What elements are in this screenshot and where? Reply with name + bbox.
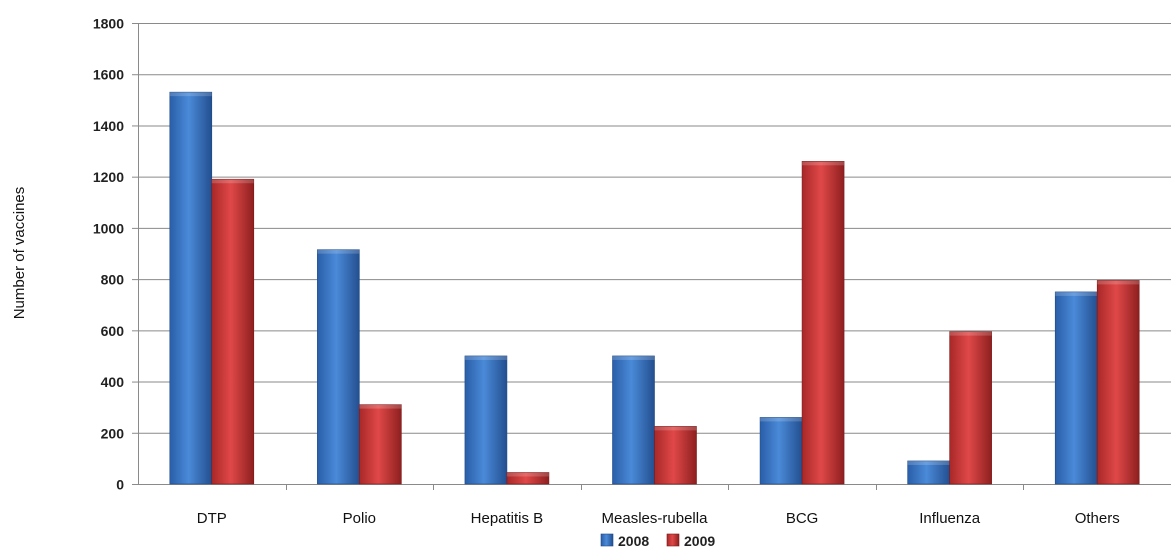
bar-2008-dtp: [169, 91, 213, 485]
x-tick-label: DTP: [197, 510, 227, 527]
bar-top-highlight: [1097, 280, 1140, 285]
y-tick-label: 600: [101, 323, 125, 339]
bar-top-highlight: [654, 426, 697, 431]
bar-2008-others: [1054, 291, 1098, 485]
bar-2009-bcg: [801, 161, 845, 485]
y-tick-label: 1000: [93, 220, 124, 236]
legend-swatch-2008: [600, 533, 614, 547]
x-tick-label: Influenza: [919, 510, 981, 527]
bar-top-highlight: [802, 161, 845, 166]
y-tick-label: 1400: [93, 118, 124, 134]
axes: [132, 23, 1171, 490]
legend-label-2009: 2009: [684, 533, 715, 549]
bar-2009-others: [1096, 280, 1140, 485]
bar-2009-dtp: [211, 178, 255, 485]
x-tick-label: BCG: [786, 510, 819, 527]
bar-top-highlight: [907, 460, 950, 465]
bar-top-highlight: [464, 355, 507, 360]
x-tick-label: Others: [1075, 510, 1120, 527]
y-tick-label: 0: [116, 477, 124, 493]
bar-2009-measles-rubella: [654, 426, 697, 485]
x-tick-label: Polio: [343, 510, 376, 527]
bar-top-highlight: [317, 249, 360, 254]
bar-top-highlight: [1055, 291, 1098, 296]
y-tick-label: 800: [101, 272, 125, 288]
bar-top-highlight: [760, 417, 803, 422]
y-tick-label: 200: [101, 425, 125, 441]
bar-top-highlight: [211, 179, 254, 184]
legend-label-2008: 2008: [618, 533, 649, 549]
bar-2009-polio: [359, 404, 402, 485]
x-tick-label: Hepatitis B: [471, 510, 544, 527]
bars: [169, 91, 1140, 485]
gridlines: [138, 23, 1171, 434]
bar-2008-polio: [317, 249, 360, 485]
y-tick-label: 1600: [93, 67, 124, 83]
bar-top-highlight: [359, 404, 402, 409]
bar-top-highlight: [949, 331, 992, 336]
y-axis-title: Number of vaccines: [11, 187, 28, 320]
y-tick-label: 1200: [93, 169, 124, 185]
bar-2009-hepatitis-b: [506, 472, 550, 485]
y-tick-label: 1800: [93, 16, 124, 32]
labels: 0 200 400 600 800 1000 1200 1400 1600 1800 DTP Poli…: [93, 16, 1120, 528]
y-tick-label: 400: [101, 374, 125, 390]
bar-2008-bcg: [759, 417, 803, 485]
bar-top-highlight: [169, 92, 212, 97]
legend-swatch-2009: [666, 533, 680, 547]
x-tick-label: Measles-rubella: [602, 510, 709, 527]
legend: 2008 2009: [600, 533, 715, 549]
bar-2008-measles-rubella: [612, 355, 655, 485]
bar-top-highlight: [612, 355, 655, 360]
bar-top-highlight: [506, 472, 549, 477]
bar-2008-hepatitis-b: [464, 355, 508, 485]
bar-2009-influenza: [949, 331, 992, 485]
